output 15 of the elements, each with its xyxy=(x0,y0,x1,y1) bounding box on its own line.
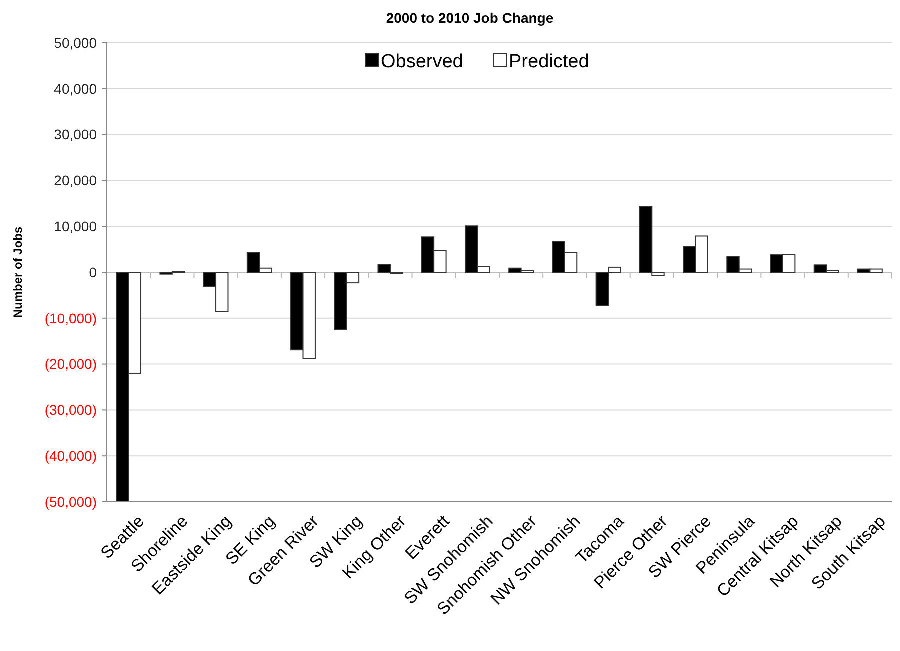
chart-title: 2000 to 2010 Job Change xyxy=(386,10,554,26)
legend-label: Observed xyxy=(381,52,464,73)
legend-label: Predicted xyxy=(509,52,590,73)
y-tick-label: (10,000) xyxy=(44,310,97,326)
y-tick-label: (20,000) xyxy=(44,356,97,372)
y-tick-label: 50,000 xyxy=(54,34,98,51)
y-tick-label: (40,000) xyxy=(44,448,97,464)
y-tick-label: 40,000 xyxy=(54,80,98,97)
y-tick-label: 10,000 xyxy=(54,218,98,234)
y-tick-label: 20,000 xyxy=(54,172,98,189)
y-tick-label: (50,000) xyxy=(44,494,97,510)
y-tick-label: 0 xyxy=(89,264,98,280)
y-axis-title: Number of Jobs xyxy=(11,226,25,318)
y-tick-label: (30,000) xyxy=(44,402,97,418)
y-tick-label: 30,000 xyxy=(54,126,98,143)
